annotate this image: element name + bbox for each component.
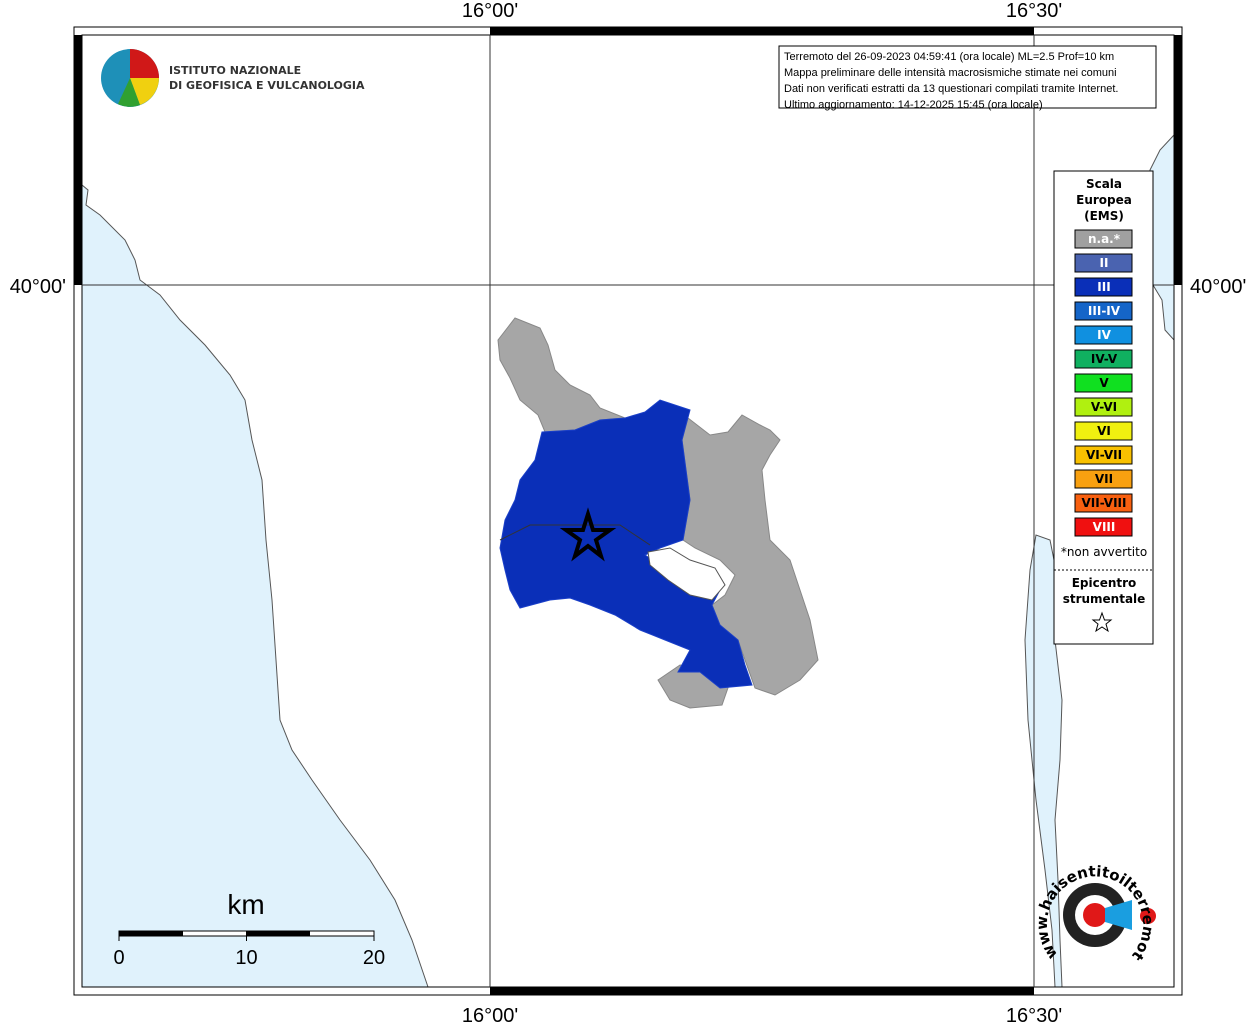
logo-text: ISTITUTO NAZIONALE — [169, 64, 301, 77]
legend-epicenter: strumentale — [1063, 592, 1146, 606]
scale-ticks: 0 10 20 — [113, 931, 385, 969]
badge-speaker — [1105, 900, 1132, 930]
hole — [647, 547, 726, 601]
municipality-na — [681, 414, 819, 696]
axis-label: 16°00' — [462, 1005, 518, 1024]
scale-bar — [246, 931, 310, 936]
logo-text: DI GEOFISICA E VULCANOLOGIA — [169, 79, 365, 92]
frame-bar — [490, 27, 1034, 35]
frame-bar — [74, 35, 82, 285]
legend-label: IV-V — [1091, 352, 1118, 366]
scale-bar — [119, 931, 183, 936]
legend-swatch — [1074, 301, 1133, 321]
legend-label: n.a.* — [1088, 232, 1121, 246]
axis-label: 16°00' — [462, 0, 518, 22]
legend-swatch — [1074, 493, 1133, 513]
frame-bar — [490, 987, 1034, 995]
legend-label: VI — [1097, 424, 1111, 438]
legend-swatch — [1074, 469, 1133, 489]
badge-dot — [1140, 908, 1156, 924]
legend-title: Scala — [1086, 177, 1122, 191]
legend-title: (EMS) — [1084, 209, 1124, 223]
legend-label: VII — [1095, 472, 1113, 486]
info-line: Terremoto del 26-09-2023 04:59:41 (ora l… — [784, 51, 1114, 63]
info-lines: Terremoto del 26-09-2023 04:59:41 (ora l… — [784, 51, 1118, 111]
axis-label: 40°00' — [1190, 276, 1246, 298]
info-line: Mappa preliminare delle intensità macros… — [784, 67, 1117, 79]
legend: ScalaEuropea(EMS)n.a.*IIIIIIII-IVIVIV-VV… — [1054, 177, 1153, 633]
legend-swatch — [1074, 253, 1133, 273]
legend-swatch — [1074, 349, 1133, 369]
legend-label: VII-VIII — [1081, 496, 1126, 510]
epicenter-star — [559, 507, 617, 562]
legend-label: V-VI — [1091, 400, 1117, 414]
sea-west — [81, 183, 429, 988]
axis-label: 40°00' — [10, 276, 66, 298]
legend-swatch — [1074, 325, 1133, 345]
legend-label: V — [1099, 376, 1109, 390]
info-line: Ultimo aggiornamento: 14-12-2025 15:45 (… — [784, 99, 1043, 111]
badge-circle — [1083, 903, 1107, 927]
legend-swatch — [1074, 445, 1133, 465]
inner-frame — [81, 34, 1175, 988]
legend-title: Europea — [1076, 193, 1132, 207]
info-line: Dati non verificati estratti da 13 quest… — [784, 83, 1118, 95]
logo-globe — [118, 78, 140, 107]
logo-globe — [130, 49, 159, 78]
legend-swatch — [1074, 517, 1133, 537]
scale-label: 0 — [113, 947, 124, 969]
legend-swatch — [1074, 397, 1133, 417]
legend-label: VI-VII — [1086, 448, 1122, 462]
scale-label: 10 — [235, 947, 257, 969]
legend-label: IV — [1097, 328, 1111, 342]
legend-swatch — [1074, 373, 1133, 393]
legend-swatch — [1074, 277, 1133, 297]
legend-note: *non avvertito — [1061, 545, 1147, 559]
legend-label: VIII — [1093, 520, 1116, 534]
legend-swatch — [1074, 421, 1133, 441]
legend-label: II — [1100, 256, 1109, 270]
axis-label: 16°30' — [1006, 0, 1062, 22]
legend-label: III-IV — [1088, 304, 1121, 318]
legend-epicenter: Epicentro — [1072, 576, 1137, 590]
axis-label: 16°30' — [1006, 1005, 1062, 1024]
info-box — [778, 45, 1157, 109]
legend-swatch — [1074, 229, 1133, 249]
frame-bar — [1174, 35, 1182, 285]
scale-label: 20 — [363, 947, 385, 969]
border — [499, 524, 651, 546]
scale-unit: km — [227, 889, 264, 920]
logo-globe — [130, 78, 159, 105]
municipality-iii — [499, 399, 753, 689]
legend-label: III — [1097, 280, 1110, 294]
legend-star — [1091, 611, 1113, 633]
